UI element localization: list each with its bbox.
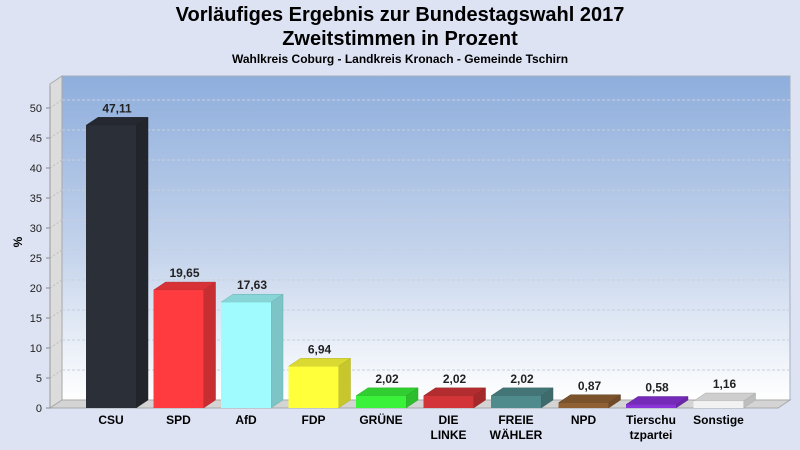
bar-die-linke [422, 387, 487, 409]
y-tick-label: 10 [30, 343, 42, 355]
category-label: CSU [98, 413, 123, 427]
category-label: LINKE [431, 428, 467, 442]
category-label: tzpartei [630, 428, 673, 442]
grid-line-side [49, 189, 63, 199]
bar-tierschutzpartei [625, 396, 689, 409]
y-tick-label: 20 [30, 283, 42, 295]
grid-line-side [49, 219, 63, 229]
bar-sonstige [692, 392, 757, 409]
y-tick-label: 40 [30, 163, 42, 175]
grid-line-side [49, 369, 63, 379]
y-tick-label: 50 [30, 103, 42, 115]
bar-npd [557, 394, 622, 409]
category-label: WÄHLER [490, 427, 543, 442]
category-label: DIE [438, 413, 458, 427]
bar-front-face [221, 302, 271, 408]
value-label: 2,02 [375, 372, 399, 386]
bar-front-face [153, 290, 204, 408]
grid-line-side [49, 129, 63, 139]
category-label: AfD [235, 413, 257, 427]
grid-line-side [49, 309, 63, 319]
category-label: Tierschu [626, 413, 676, 427]
value-label: 6,94 [308, 342, 332, 356]
y-tick-label: 35 [30, 193, 42, 205]
category-label: SPD [166, 413, 191, 427]
bar-fdp [287, 357, 352, 409]
grid-line-side [49, 339, 63, 349]
value-label: 0,58 [645, 381, 669, 395]
value-label: 47,11 [102, 101, 132, 115]
value-label: 17,63 [237, 278, 267, 292]
category-label: NPD [571, 413, 597, 427]
bar-side-face [270, 293, 284, 409]
plot-side-wall [49, 75, 63, 409]
bar-front-face [288, 366, 339, 408]
title-line-1: Vorläufiges Ergebnis zur Bundestagswahl … [175, 4, 625, 26]
grid-line-side [49, 99, 63, 109]
y-tick-label: 45 [30, 133, 42, 145]
bar-csu [85, 116, 149, 409]
bar-front-face [86, 125, 136, 408]
y-tick-label: 30 [30, 223, 42, 235]
bar-afd [220, 293, 284, 409]
value-label: 2,02 [510, 372, 534, 386]
bar-front-face [558, 402, 609, 408]
bar-gr-ne [355, 387, 419, 409]
y-tick-label: 25 [30, 253, 42, 265]
value-label: 19,65 [169, 266, 199, 280]
category-label: FREIE [498, 413, 533, 427]
title-line-2: Zweitstimmen in Prozent [282, 28, 518, 50]
category-label: FDP [302, 413, 326, 427]
bar-front-face [423, 395, 474, 408]
y-axis-label: % [11, 236, 25, 247]
category-label: GRÜNE [359, 412, 402, 427]
y-tick-label: 15 [30, 313, 42, 325]
bar-spd [152, 281, 217, 409]
grid-line-side [49, 159, 63, 169]
value-label: 2,02 [443, 372, 467, 386]
grid-line-side [49, 249, 63, 259]
bar-side-face [203, 281, 216, 409]
y-tick-label: 0 [36, 403, 42, 415]
bar-freie-w-hler [490, 387, 554, 409]
bar-side-face [135, 116, 149, 409]
chart-subtitle: Wahlkreis Coburg - Landkreis Kronach - G… [231, 52, 569, 66]
bar-front-face [693, 401, 744, 408]
bar-front-face [626, 404, 676, 408]
value-label: 1,16 [713, 377, 737, 391]
bar-front-face [491, 395, 541, 408]
bar-front-face [356, 395, 406, 408]
y-tick-label: 5 [36, 373, 42, 385]
category-label: Sonstige [693, 413, 744, 427]
value-label: 0,87 [578, 379, 602, 393]
bar-side-face [338, 357, 351, 409]
grid-line-side [49, 279, 63, 289]
chart-title: Vorläufiges Ergebnis zur Bundestagswahl … [0, 3, 800, 51]
